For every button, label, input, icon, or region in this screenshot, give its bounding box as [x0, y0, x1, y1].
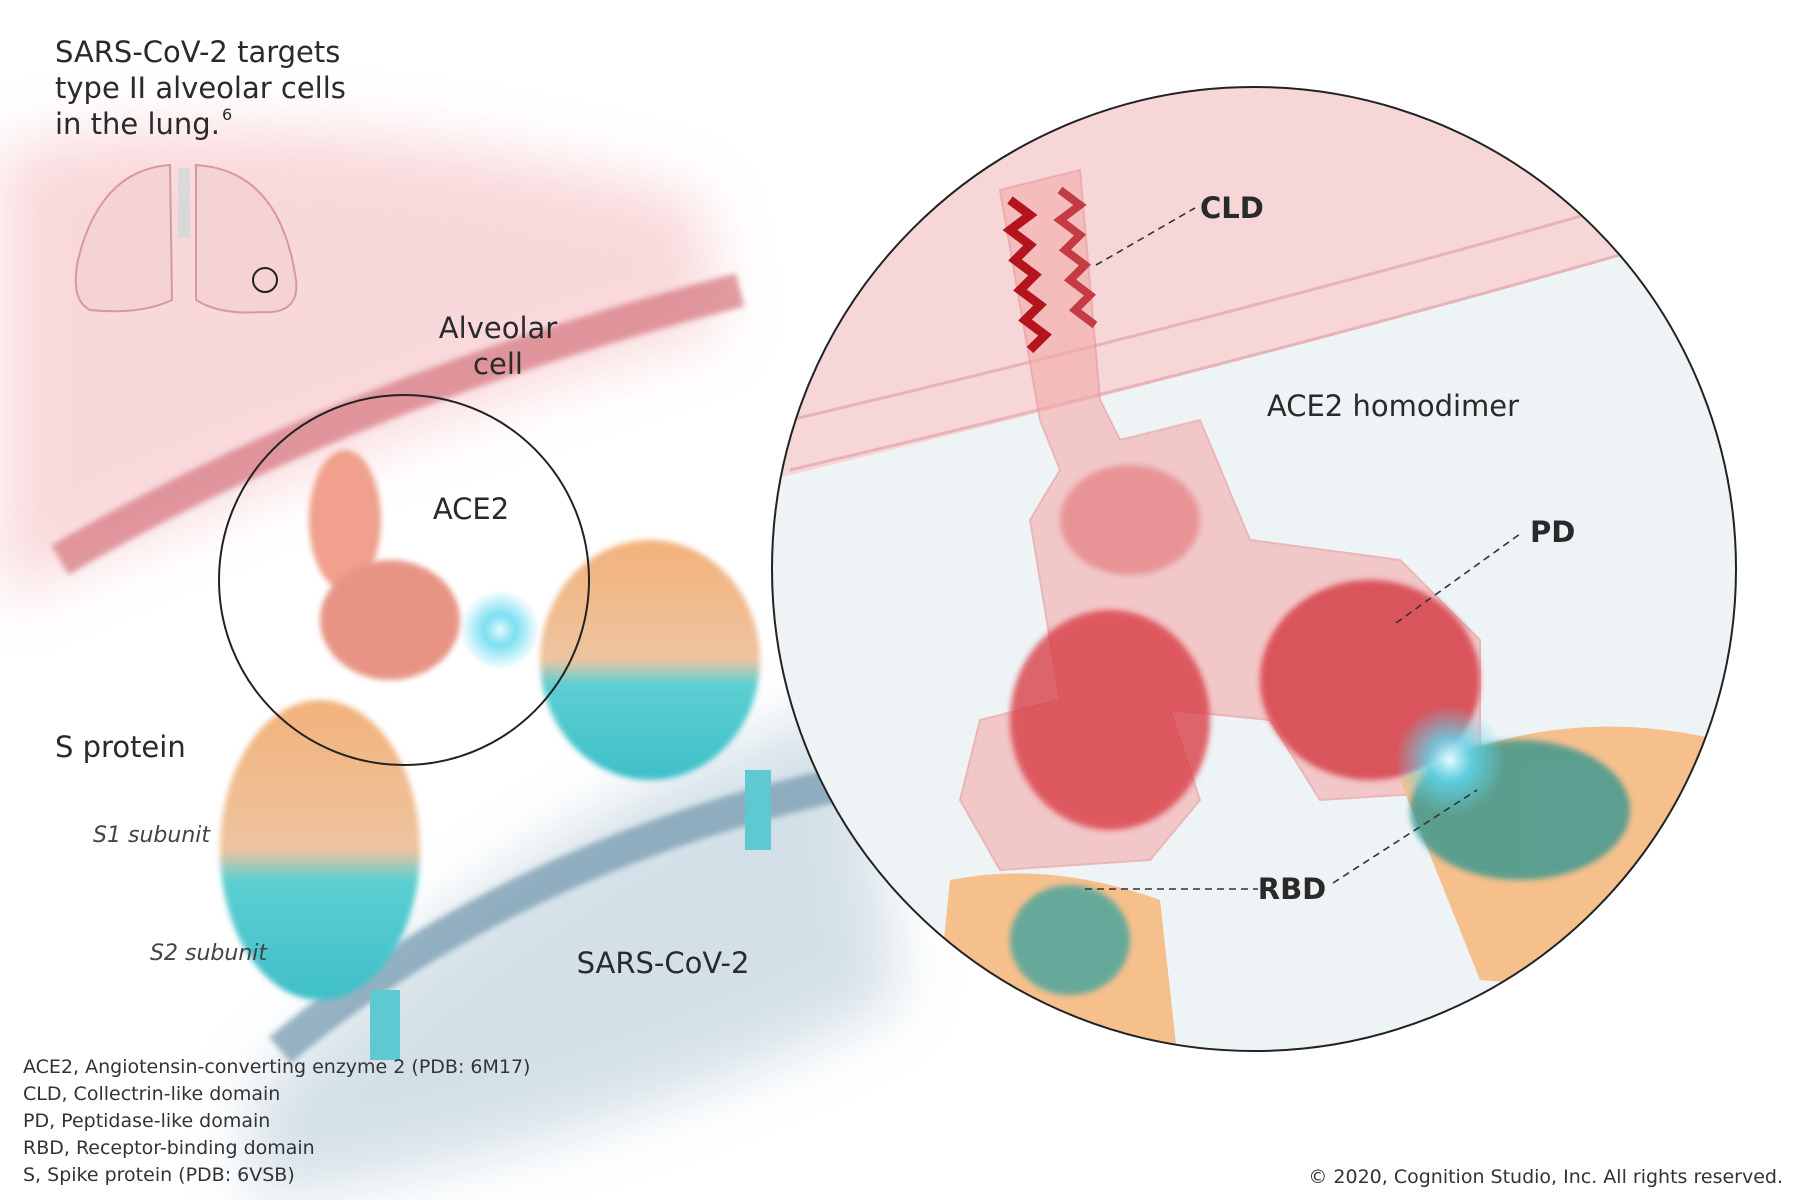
label: cell: [473, 347, 523, 381]
inset-label: ACE2 homodimer: [1267, 389, 1519, 423]
label: ACE2: [433, 492, 509, 526]
spike-right: [540, 540, 760, 780]
cell-membrane: [51, 273, 745, 575]
title: SARS-CoV-2 targets: [55, 35, 340, 69]
inset-membrane: [789, 218, 1736, 472]
glossary-item: S, Spike protein (PDB: 6VSB): [23, 1164, 295, 1186]
inset-label: PD: [1530, 515, 1575, 549]
cld-helix: [1053, 186, 1098, 329]
reference: 6: [222, 105, 232, 124]
left-lung: [74, 163, 174, 313]
right-lung: [195, 163, 298, 314]
label: S1 subunit: [93, 823, 211, 848]
spike-left: [220, 700, 420, 1000]
rbd-domain: [1010, 885, 1130, 995]
copyright: © 2020, Cognition Studio, Inc. All right…: [1308, 1166, 1783, 1188]
ace2-protein: [309, 450, 381, 590]
leader-line: [1395, 533, 1521, 624]
glossary-item: ACE2, Angiotensin-converting enzyme 2 (P…: [23, 1056, 530, 1078]
binding-glow: [460, 590, 540, 670]
spike-proteins: [220, 450, 771, 1060]
inset-cell: [772, 87, 1736, 480]
inset-label: RBD: [1258, 872, 1327, 906]
leader-line: [1332, 789, 1478, 884]
trachea: [178, 168, 190, 238]
inset-circle: [771, 86, 1737, 1052]
glossary-item: CLD, Collectrin-like domain: [23, 1083, 280, 1105]
lung-icon: [74, 163, 298, 314]
glossary-item: RBD, Receptor-binding domain: [23, 1137, 315, 1159]
label: SARS-CoV-2: [577, 946, 750, 980]
inset-label: CLD: [1200, 191, 1264, 225]
stalk: [370, 990, 400, 1060]
title: type II alveolar cells: [55, 71, 346, 105]
cld-helix: [1002, 196, 1052, 354]
inset: [772, 87, 1736, 1051]
stalk: [745, 770, 771, 850]
title: in the lung.: [55, 107, 220, 141]
binding-glow: [1395, 705, 1505, 815]
glossary-item: PD, Peptidase-like domain: [23, 1110, 270, 1132]
ace2-protein: [320, 560, 460, 680]
zoom-circle: [218, 394, 590, 766]
label: S protein: [55, 730, 186, 764]
lung-callout: [252, 267, 278, 293]
label: Alveolar: [439, 311, 557, 345]
label: S2 subunit: [150, 941, 268, 966]
peptidase-domain: [1010, 610, 1210, 830]
ace2-domain: [1060, 465, 1200, 575]
